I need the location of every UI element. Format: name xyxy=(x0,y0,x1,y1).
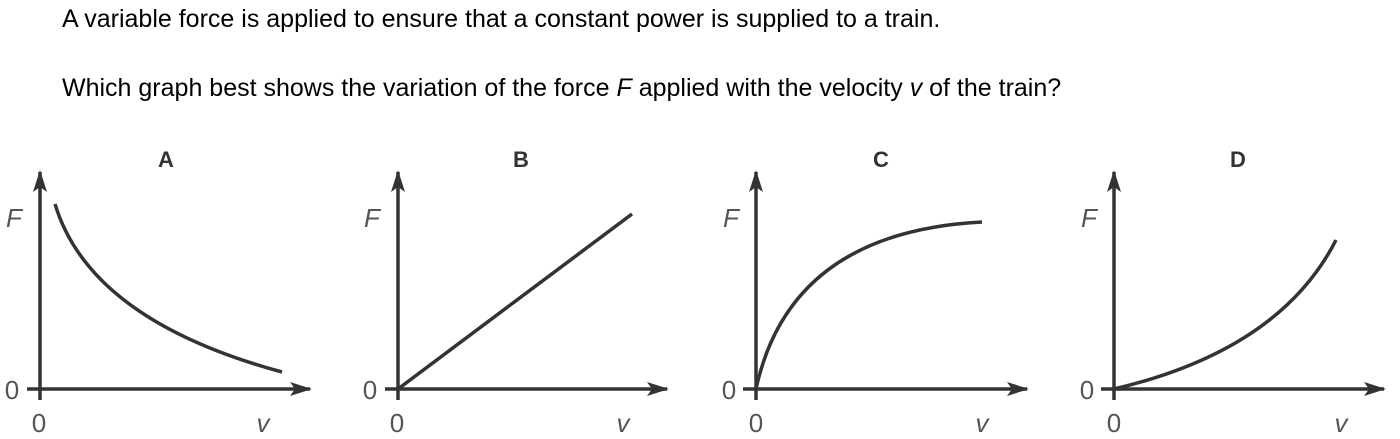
y-origin-label: 0 xyxy=(722,375,736,405)
x-axis-label: v xyxy=(976,408,991,438)
y-origin-label: 0 xyxy=(363,375,377,405)
curve-concave-down xyxy=(754,220,983,390)
question-line-2: Which graph best shows the variation of … xyxy=(62,73,1061,103)
answer-graphs: A F v 0 0 B F v 0 0 C F v 0 0 D F v 0 0 xyxy=(5,147,1386,438)
graph-c: C F v 0 0 xyxy=(722,147,1029,438)
graph-label: B xyxy=(513,147,529,172)
question-text-part: applied with the velocity xyxy=(631,74,910,102)
question-text-part: of the train? xyxy=(922,74,1062,102)
y-axis-label: F xyxy=(723,203,741,233)
graph-d: D F v 0 0 xyxy=(1080,147,1386,438)
graph-a: A F v 0 0 xyxy=(5,147,312,438)
y-axis-label: F xyxy=(1081,203,1099,233)
y-origin-label: 0 xyxy=(1080,375,1094,405)
graph-label: C xyxy=(873,147,889,172)
x-origin-label: 0 xyxy=(1107,408,1121,438)
x-axis-label: v xyxy=(257,408,272,438)
y-origin-label: 0 xyxy=(5,375,19,405)
x-origin-label: 0 xyxy=(390,408,404,438)
y-axis-label: F xyxy=(364,203,382,233)
curve-inverse xyxy=(53,203,283,374)
question-line-1: A variable force is applied to ensure th… xyxy=(62,5,941,33)
graph-b: B F v 0 0 xyxy=(363,147,669,438)
curve-linear xyxy=(396,212,634,391)
graph-label: D xyxy=(1230,147,1246,172)
question-text-part: Which graph best shows the variation of … xyxy=(62,74,617,102)
graph-label: A xyxy=(158,147,174,172)
x-axis-label: v xyxy=(617,408,632,438)
force-symbol: F xyxy=(616,74,632,102)
curve-concave-up xyxy=(1113,239,1338,391)
x-origin-label: 0 xyxy=(749,408,763,438)
y-axis-label: F xyxy=(6,203,24,233)
x-axis-label: v xyxy=(1335,408,1350,438)
x-origin-label: 0 xyxy=(32,408,46,438)
velocity-symbol: v xyxy=(909,74,923,102)
